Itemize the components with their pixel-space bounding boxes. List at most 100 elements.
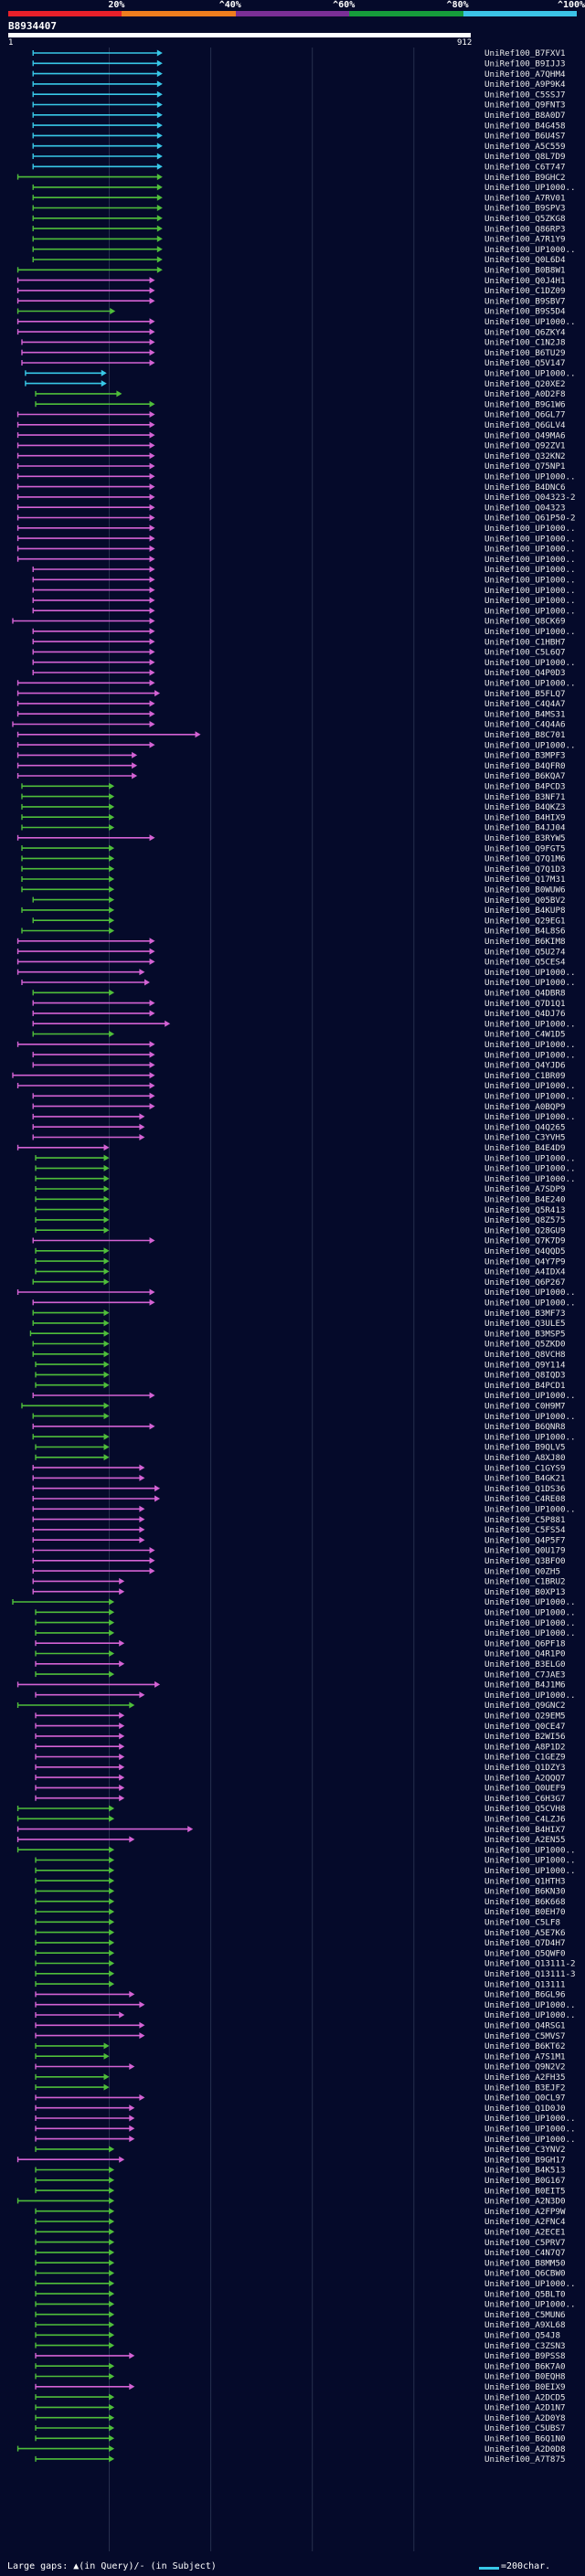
- hit-id[interactable]: UniRef100_Q5QWF0: [484, 1948, 566, 1958]
- hit-row[interactable]: UniRef100_UP1000..: [32, 183, 576, 193]
- hit-row[interactable]: UniRef100_B6KIM8: [16, 937, 566, 947]
- hit-id[interactable]: UniRef100_Q5V147: [484, 358, 566, 368]
- hit-id[interactable]: UniRef100_Q4DJ76: [484, 1009, 566, 1019]
- hit-row[interactable]: UniRef100_UP1000..: [35, 1866, 576, 1876]
- hit-id[interactable]: UniRef100_B6GL96: [484, 1990, 566, 2000]
- hit-row[interactable]: UniRef100_C5LF8: [35, 1918, 560, 1928]
- hit-row[interactable]: UniRef100_Q4Q265: [32, 1122, 566, 1132]
- hit-id[interactable]: UniRef100_B3MF73: [484, 1309, 566, 1319]
- hit-row[interactable]: UniRef100_Q7D1Q1: [32, 999, 566, 1009]
- hit-id[interactable]: UniRef100_UP1000..: [484, 1505, 576, 1515]
- hit-row[interactable]: UniRef100_UP1000..: [16, 1845, 576, 1855]
- hit-row[interactable]: UniRef100_Q1HTH3: [35, 1876, 566, 1886]
- hit-id[interactable]: UniRef100_Q9FGT5: [484, 843, 566, 853]
- hit-row[interactable]: UniRef100_B4JJ04: [21, 823, 566, 833]
- hit-id[interactable]: UniRef100_A7RV01: [484, 193, 566, 203]
- hit-row[interactable]: UniRef100_UP1000..: [32, 1112, 576, 1122]
- hit-id[interactable]: UniRef100_Q7Q1D3: [484, 864, 566, 875]
- hit-row[interactable]: UniRef100_B3RYW5: [16, 833, 566, 843]
- hit-id[interactable]: UniRef100_Q5CVH8: [484, 1804, 566, 1814]
- hit-id[interactable]: UniRef100_UP1000..: [484, 658, 576, 668]
- hit-row[interactable]: UniRef100_A7SDP9: [35, 1184, 566, 1194]
- hit-id[interactable]: UniRef100_UP1000..: [484, 1019, 576, 1029]
- hit-row[interactable]: UniRef100_Q9Y114: [35, 1360, 566, 1370]
- hit-id[interactable]: UniRef100_C4N7Q7: [484, 2248, 566, 2258]
- hit-id[interactable]: UniRef100_UP1000..: [484, 1432, 576, 1442]
- hit-id[interactable]: UniRef100_B6KQA7: [484, 771, 566, 781]
- hit-row[interactable]: UniRef100_B4HIX9: [21, 812, 566, 822]
- hit-id[interactable]: UniRef100_Q1D0J0: [484, 2104, 566, 2114]
- hit-id[interactable]: UniRef100_B0XP13: [484, 1587, 566, 1597]
- hit-id[interactable]: UniRef100_C1BR09: [484, 1071, 566, 1081]
- hit-row[interactable]: UniRef100_UP1000..: [32, 1299, 576, 1309]
- hit-row[interactable]: UniRef100_UP1000..: [32, 596, 576, 606]
- hit-id[interactable]: UniRef100_UP1000..: [484, 2010, 576, 2020]
- hit-id[interactable]: UniRef100_A2DCD5: [484, 2392, 566, 2402]
- hit-id[interactable]: UniRef100_Q75NP1: [484, 461, 566, 472]
- hit-row[interactable]: UniRef100_UP1000..: [16, 472, 576, 482]
- hit-row[interactable]: UniRef100_Q54J8: [35, 2331, 560, 2341]
- hit-row[interactable]: UniRef100_Q4P0D3: [32, 668, 566, 678]
- hit-row[interactable]: UniRef100_UP1000..: [32, 245, 576, 255]
- hit-id[interactable]: UniRef100_C4LZJ6: [484, 1815, 566, 1825]
- hit-row[interactable]: UniRef100_UP1000..: [35, 2114, 576, 2124]
- hit-row[interactable]: UniRef100_C6H3G7: [35, 1794, 566, 1804]
- hit-id[interactable]: UniRef100_UP1000..: [484, 627, 576, 637]
- hit-row[interactable]: UniRef100_Q75NP1: [16, 461, 566, 472]
- hit-row[interactable]: UniRef100_B6K668: [35, 1897, 566, 1907]
- hit-row[interactable]: UniRef100_B3ELG0: [35, 1659, 566, 1670]
- hit-id[interactable]: UniRef100_B0WUW6: [484, 885, 566, 896]
- hit-id[interactable]: UniRef100_C3ZSN3: [484, 2341, 566, 2351]
- hit-row[interactable]: UniRef100_C3YNV2: [35, 2145, 566, 2155]
- hit-id[interactable]: UniRef100_Q4P5F7: [484, 1535, 566, 1545]
- hit-row[interactable]: UniRef100_C5MUN6: [35, 2310, 566, 2320]
- hit-id[interactable]: UniRef100_C1BRU2: [484, 1577, 566, 1587]
- hit-row[interactable]: UniRef100_Q32KN2: [16, 451, 566, 461]
- hit-row[interactable]: UniRef100_C1DZ09: [16, 286, 566, 296]
- hit-id[interactable]: UniRef100_C5L6Q7: [484, 648, 566, 658]
- hit-id[interactable]: UniRef100_Q4QQD5: [484, 1246, 566, 1256]
- hit-id[interactable]: UniRef100_UP1000..: [484, 317, 576, 327]
- hit-row[interactable]: UniRef100_Q8IQD3: [35, 1371, 566, 1381]
- hit-row[interactable]: UniRef100_B9S5D4: [16, 307, 566, 317]
- hit-id[interactable]: UniRef100_B4PCD3: [484, 782, 566, 792]
- hit-row[interactable]: UniRef100_UP1000..: [16, 679, 576, 689]
- hit-id[interactable]: UniRef100_Q8Z575: [484, 1215, 566, 1225]
- hit-row[interactable]: UniRef100_UP1000..: [32, 1505, 576, 1515]
- hit-row[interactable]: UniRef100_UP1000..: [16, 545, 576, 555]
- hit-id[interactable]: UniRef100_C7JAE3: [484, 1670, 566, 1680]
- hit-id[interactable]: UniRef100_Q8VCH8: [484, 1350, 566, 1360]
- hit-row[interactable]: UniRef100_UP1000..: [35, 2279, 576, 2289]
- hit-row[interactable]: UniRef100_B4GK21: [32, 1474, 566, 1484]
- hit-row[interactable]: UniRef100_UP1000..: [32, 1019, 576, 1029]
- hit-id[interactable]: UniRef100_C4Q4A7: [484, 699, 566, 709]
- hit-id[interactable]: UniRef100_B0EIT5: [484, 2186, 566, 2196]
- hit-id[interactable]: UniRef100_B2WI56: [484, 1732, 566, 1742]
- hit-row[interactable]: UniRef100_Q4Y7P9: [35, 1256, 566, 1267]
- hit-row[interactable]: UniRef100_UP1000..: [32, 1050, 576, 1060]
- hit-row[interactable]: UniRef100_C4W1D5: [32, 1030, 566, 1040]
- hit-row[interactable]: UniRef100_Q6PF18: [35, 1638, 566, 1648]
- hit-id[interactable]: UniRef100_Q1DS36: [484, 1484, 566, 1494]
- hit-row[interactable]: UniRef100_A8XJ80: [35, 1453, 566, 1463]
- hit-id[interactable]: UniRef100_B6Q1N0: [484, 2434, 566, 2444]
- hit-row[interactable]: UniRef100_Q9N2V2: [35, 2062, 566, 2072]
- hit-id[interactable]: UniRef100_C0H9M7: [484, 1402, 566, 1412]
- hit-row[interactable]: UniRef100_B0EH70: [35, 1907, 566, 1917]
- hit-id[interactable]: UniRef100_UP1000..: [484, 534, 576, 544]
- hit-id[interactable]: UniRef100_A2ECE1: [484, 2228, 566, 2238]
- hit-id[interactable]: UniRef100_Q6PF18: [484, 1638, 566, 1648]
- hit-row[interactable]: UniRef100_C7JAE3: [35, 1670, 566, 1680]
- hit-row[interactable]: UniRef100_B6TU29: [21, 348, 566, 358]
- hit-row[interactable]: UniRef100_B0XP13: [32, 1587, 566, 1597]
- hit-id[interactable]: UniRef100_UP1000..: [484, 2135, 576, 2145]
- hit-row[interactable]: UniRef100_UP1000..: [32, 658, 576, 668]
- hit-id[interactable]: UniRef100_UP1000..: [484, 2114, 576, 2124]
- hit-row[interactable]: UniRef100_B6KN30: [35, 1887, 566, 1897]
- hit-id[interactable]: UniRef100_C5LF8: [484, 1918, 560, 1928]
- hit-id[interactable]: UniRef100_B9S5D4: [484, 307, 566, 317]
- hit-row[interactable]: UniRef100_Q13111-2: [35, 1959, 576, 1969]
- hit-row[interactable]: UniRef100_B6U4S7: [32, 132, 566, 142]
- hit-row[interactable]: UniRef100_B9IJJ3: [32, 59, 566, 69]
- hit-id[interactable]: UniRef100_Q3ULE5: [484, 1319, 566, 1329]
